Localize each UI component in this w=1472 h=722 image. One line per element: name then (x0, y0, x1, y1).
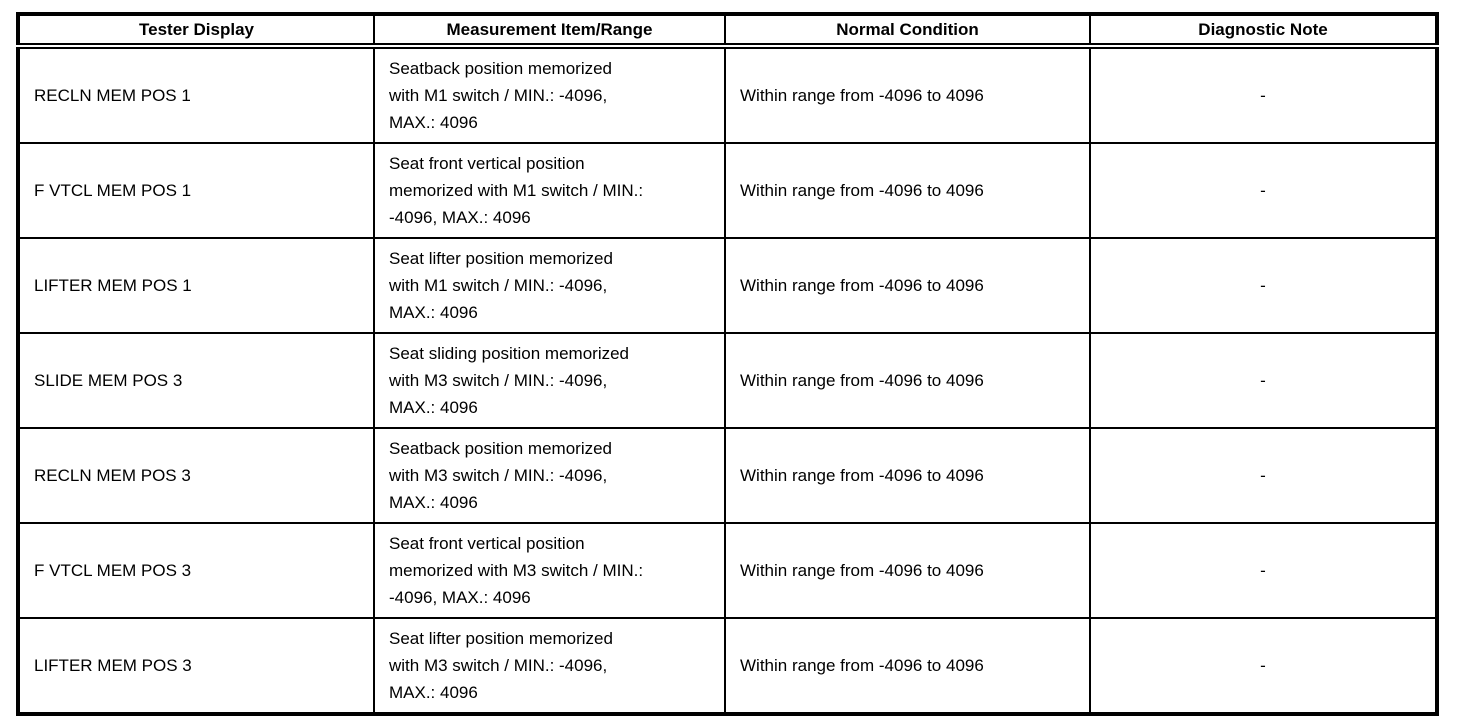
cell-normal-condition: Within range from -4096 to 4096 (724, 332, 1091, 429)
cell-measurement-item-range: Seat lifter position memorized with M3 s… (373, 617, 726, 715)
cell-diagnostic-note: - (1089, 332, 1438, 429)
cell-tester-display: F VTCL MEM POS 3 (17, 522, 375, 619)
cell-tester-display: RECLN MEM POS 3 (17, 427, 375, 524)
table-body: RECLN MEM POS 1 Seatback position memoriz… (17, 45, 1438, 715)
data-monitor-table: Tester Display Measurement Item/Range No… (16, 12, 1439, 716)
cell-tester-display: SLIDE MEM POS 3 (17, 332, 375, 429)
cell-tester-display: LIFTER MEM POS 1 (17, 237, 375, 334)
table-row: RECLN MEM POS 1 Seatback position memoriz… (17, 45, 1438, 144)
header-tester-display: Tester Display (17, 13, 375, 49)
table-row: LIFTER MEM POS 3 Seat lifter position mem… (17, 617, 1438, 715)
table-row: LIFTER MEM POS 1 Seat lifter position mem… (17, 237, 1438, 334)
cell-tester-display: LIFTER MEM POS 3 (17, 617, 375, 715)
table-row: SLIDE MEM POS 3 Seat sliding position mem… (17, 332, 1438, 429)
cell-normal-condition: Within range from -4096 to 4096 (724, 142, 1091, 239)
table-row: F VTCL MEM POS 1 Seat front vertical posi… (17, 142, 1438, 239)
cell-normal-condition: Within range from -4096 to 4096 (724, 522, 1091, 619)
cell-measurement-item-range: Seat front vertical position memorized w… (373, 522, 726, 619)
cell-measurement-item-range: Seat front vertical position memorized w… (373, 142, 726, 239)
cell-measurement-item-range: Seat lifter position memorized with M1 s… (373, 237, 726, 334)
cell-diagnostic-note: - (1089, 142, 1438, 239)
cell-tester-display: RECLN MEM POS 1 (17, 45, 375, 144)
cell-diagnostic-note: - (1089, 427, 1438, 524)
cell-normal-condition: Within range from -4096 to 4096 (724, 617, 1091, 715)
cell-normal-condition: Within range from -4096 to 4096 (724, 45, 1091, 144)
header-measurement-item-range: Measurement Item/Range (373, 13, 726, 49)
cell-diagnostic-note: - (1089, 237, 1438, 334)
header-normal-condition: Normal Condition (724, 13, 1091, 49)
cell-measurement-item-range: Seatback position memorized with M3 swit… (373, 427, 726, 524)
cell-measurement-item-range: Seatback position memorized with M1 swit… (373, 45, 726, 144)
cell-diagnostic-note: - (1089, 45, 1438, 144)
cell-measurement-item-range: Seat sliding position memorized with M3 … (373, 332, 726, 429)
table-row: F VTCL MEM POS 3 Seat front vertical posi… (17, 522, 1438, 619)
cell-normal-condition: Within range from -4096 to 4096 (724, 237, 1091, 334)
table-row: RECLN MEM POS 3 Seatback position memoriz… (17, 427, 1438, 524)
cell-diagnostic-note: - (1089, 617, 1438, 715)
cell-diagnostic-note: - (1089, 522, 1438, 619)
cell-normal-condition: Within range from -4096 to 4096 (724, 427, 1091, 524)
cell-tester-display: F VTCL MEM POS 1 (17, 142, 375, 239)
header-row: Tester Display Measurement Item/Range No… (17, 13, 1438, 49)
header-diagnostic-note: Diagnostic Note (1089, 13, 1438, 49)
